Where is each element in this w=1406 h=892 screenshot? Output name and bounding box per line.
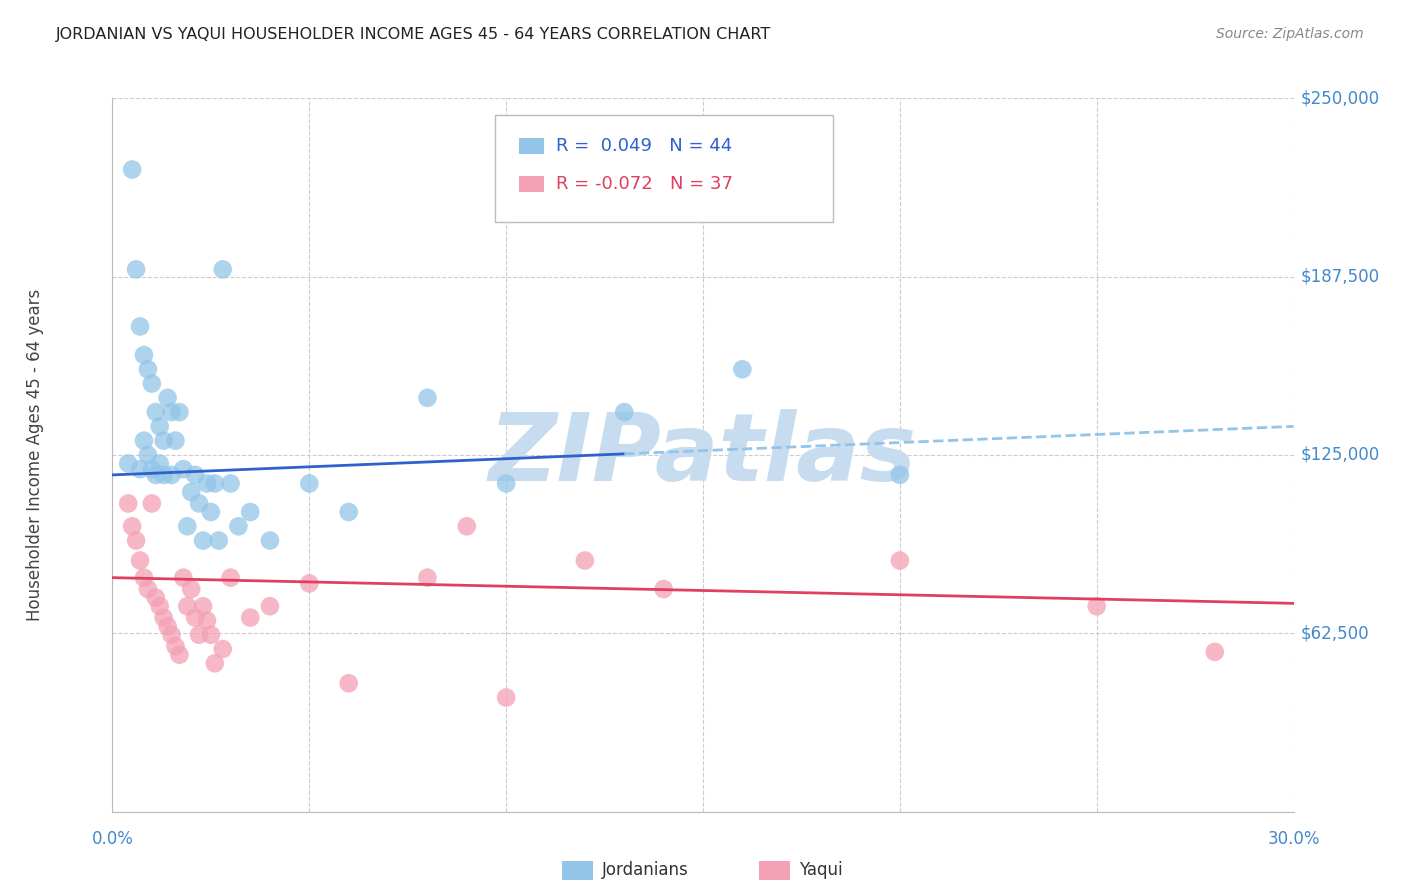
Point [731,362,754,376]
Point [156,619,179,633]
Point [298,476,321,491]
Point [574,553,596,567]
Point [176,599,198,614]
Point [195,614,218,628]
Point [152,610,174,624]
Text: R =  0.049   N = 44: R = 0.049 N = 44 [555,137,733,155]
Point [184,610,207,624]
Point [165,434,187,448]
Point [219,476,242,491]
Point [184,467,207,482]
Point [169,648,191,662]
Point [456,519,478,533]
Point [156,391,179,405]
Point [337,505,360,519]
Point [117,496,139,510]
Point [239,505,262,519]
Point [121,519,143,533]
Point [149,457,172,471]
Point [191,533,214,548]
Point [889,467,911,482]
Point [652,582,675,596]
Point [129,553,152,567]
Point [125,533,148,548]
Point [495,476,517,491]
Point [416,391,439,405]
Text: Yaqui: Yaqui [799,861,842,879]
Point [180,485,202,500]
Point [298,576,321,591]
Point [188,628,211,642]
Point [132,571,155,585]
Point [191,599,214,614]
Text: $187,500: $187,500 [1301,268,1379,285]
Point [169,405,191,419]
Point [1204,645,1226,659]
Point [160,628,183,642]
Point [132,434,155,448]
Point [141,496,163,510]
Point [176,519,198,533]
Point [259,599,281,614]
Text: ZIPatlas: ZIPatlas [489,409,917,501]
Point [129,462,152,476]
Point [145,467,167,482]
Point [160,405,183,419]
Point [165,639,187,653]
Text: JORDANIAN VS YAQUI HOUSEHOLDER INCOME AGES 45 - 64 YEARS CORRELATION CHART: JORDANIAN VS YAQUI HOUSEHOLDER INCOME AG… [56,27,772,42]
Point [136,362,159,376]
Text: $62,500: $62,500 [1301,624,1369,642]
Point [239,610,262,624]
Point [125,262,148,277]
Point [136,582,159,596]
Point [132,348,155,362]
Point [200,505,222,519]
Point [149,419,172,434]
Point [204,476,226,491]
Point [613,405,636,419]
Text: 0.0%: 0.0% [91,830,134,847]
Text: $125,000: $125,000 [1301,446,1379,464]
Point [211,262,233,277]
Point [172,462,194,476]
Text: $250,000: $250,000 [1301,89,1379,107]
Point [180,582,202,596]
Point [228,519,250,533]
Point [160,467,183,482]
Point [259,533,281,548]
Point [211,642,233,657]
Point [117,457,139,471]
Point [141,462,163,476]
Text: 30.0%: 30.0% [1267,830,1320,847]
Point [141,376,163,391]
Point [495,690,517,705]
Point [337,676,360,690]
Point [219,571,242,585]
Point [145,591,167,605]
Text: Source: ZipAtlas.com: Source: ZipAtlas.com [1216,27,1364,41]
Point [200,628,222,642]
Text: Householder Income Ages 45 - 64 years: Householder Income Ages 45 - 64 years [27,289,44,621]
Point [416,571,439,585]
Point [204,657,226,671]
Point [195,476,218,491]
Point [208,533,231,548]
Point [136,448,159,462]
Point [152,434,174,448]
Point [1085,599,1108,614]
Text: R = -0.072   N = 37: R = -0.072 N = 37 [555,175,733,193]
Point [145,405,167,419]
Text: Jordanians: Jordanians [602,861,689,879]
Point [152,467,174,482]
Point [121,162,143,177]
Point [889,553,911,567]
Point [129,319,152,334]
Point [172,571,194,585]
Point [188,496,211,510]
Point [149,599,172,614]
